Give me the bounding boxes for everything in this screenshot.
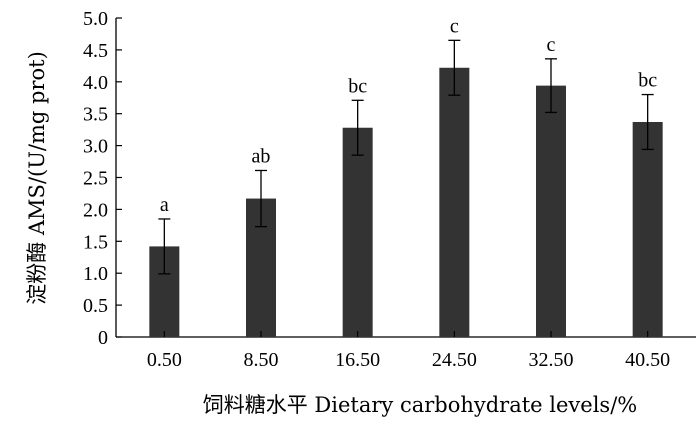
bar — [342, 127, 373, 338]
bar — [439, 67, 470, 337]
x-tick-label: 16.50 — [335, 349, 380, 371]
y-tick-label: 0 — [98, 327, 108, 349]
y-tick-label: 3.5 — [83, 104, 108, 126]
y-tick-label: 2.0 — [83, 199, 108, 221]
y-tick-label: 4.0 — [83, 72, 108, 94]
significance-label: ab — [252, 145, 271, 167]
significance-label: bc — [638, 70, 657, 92]
x-tick-label: 0.50 — [147, 349, 182, 371]
bar — [536, 85, 566, 338]
y-axis-title: 淀粉酶 AMS/(U/mg prot) — [25, 51, 49, 305]
significance-label: c — [450, 15, 459, 37]
y-tick-label: 0.5 — [83, 295, 108, 317]
x-tick-label: 24.50 — [432, 349, 477, 371]
y-tick-label: 2.5 — [83, 168, 108, 190]
plot-area: 0 0.5 1.0 1.5 2.0 2.5 3.0 3.5 4.0 4.5 5.0 a 0.50 ab 8.… — [83, 8, 696, 371]
x-tick-label: 8.50 — [244, 349, 279, 371]
x-tick-label: 32.50 — [529, 349, 574, 371]
y-tick-label: 1.5 — [83, 231, 108, 253]
significance-label: c — [547, 34, 556, 56]
significance-label: a — [160, 194, 169, 216]
significance-label: bc — [348, 75, 367, 97]
bar — [632, 121, 663, 337]
y-tick-label: 1.0 — [83, 263, 108, 285]
y-tick-label: 3.0 — [83, 136, 108, 158]
y-tick-label: 4.5 — [83, 40, 108, 62]
y-tick-label: 5.0 — [83, 8, 108, 30]
x-tick-label: 40.50 — [625, 349, 670, 371]
x-axis-title: 饲料糖水平 Dietary carbohydrate levels/% — [203, 393, 638, 417]
